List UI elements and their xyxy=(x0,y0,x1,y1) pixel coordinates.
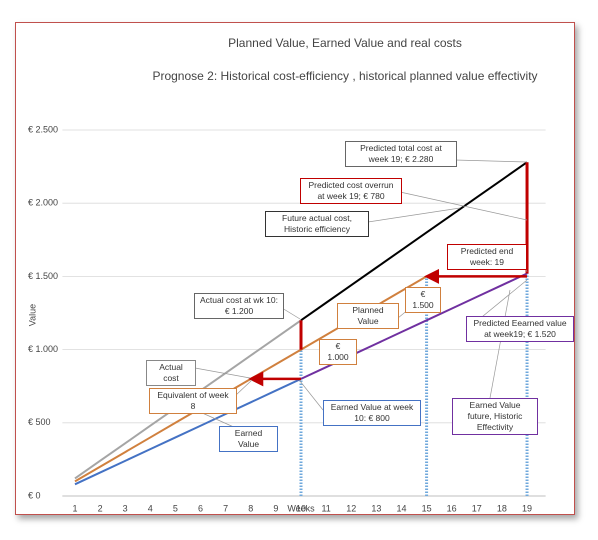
x-tick-label: 19 xyxy=(522,503,532,513)
x-tick-label: 7 xyxy=(223,503,228,513)
leader-line xyxy=(235,379,253,396)
x-tick-label: 1 xyxy=(72,503,77,513)
leader-line xyxy=(489,289,511,399)
callout: Actual cost at wk 10: € 1.200 xyxy=(194,293,284,319)
x-tick-label: 18 xyxy=(497,503,507,513)
leader-line xyxy=(399,191,528,221)
callout: Earned Value at week 10: € 800 xyxy=(323,400,421,426)
y-tick-label: € 1.000 xyxy=(28,344,58,354)
y-tick-label: € 2.000 xyxy=(28,198,58,208)
callout: Predicted cost overrun at week 19; € 780 xyxy=(300,178,402,204)
y-tick-label: € 0 xyxy=(28,490,41,500)
series-line xyxy=(74,377,302,486)
legend-callout: Planned Value xyxy=(337,303,399,329)
callout: Predicted Eearned value at week19; € 1.5… xyxy=(466,316,574,342)
leader-line xyxy=(454,159,528,163)
x-tick-label: 14 xyxy=(396,503,406,513)
y-tick-label: € 1.500 xyxy=(28,271,58,281)
y-tick-label: € 2.500 xyxy=(28,124,58,134)
x-tick-label: 15 xyxy=(422,503,432,513)
x-tick-label: 16 xyxy=(447,503,457,513)
y-axis-label: Value xyxy=(27,304,37,326)
chart-subtitle: Prognose 2: Historical cost-efficiency ,… xyxy=(152,69,538,83)
x-tick-label: 17 xyxy=(472,503,482,513)
x-tick-label: 9 xyxy=(273,503,278,513)
legend-callout: Earned Value xyxy=(219,426,278,452)
x-tick-label: 5 xyxy=(173,503,178,513)
y-tick-label: € 500 xyxy=(28,417,51,427)
series-line xyxy=(300,161,528,322)
callout: € 1.000 xyxy=(319,339,357,365)
x-tick-label: 6 xyxy=(198,503,203,513)
leader-line xyxy=(194,367,251,379)
x-tick-label: 13 xyxy=(371,503,381,513)
callout: Predicted total cost at week 19; € 2.280 xyxy=(345,141,457,167)
x-tick-label: 3 xyxy=(123,503,128,513)
callout: Predicted end week: 19 xyxy=(447,244,527,270)
legend-callout: Actual cost xyxy=(146,360,196,386)
callout: Equivalent of week 8 xyxy=(149,388,237,414)
chart-title: Planned Value, Earned Value and real cos… xyxy=(228,36,462,50)
x-tick-label: 11 xyxy=(321,503,330,513)
x-axis-label: Weeks xyxy=(287,503,315,513)
x-tick-label: 10 xyxy=(296,503,306,513)
leader-line xyxy=(281,307,301,320)
x-tick-label: 12 xyxy=(346,503,356,513)
callout: Earned Value future, Historic Effectivit… xyxy=(452,398,538,435)
x-tick-label: 2 xyxy=(98,503,103,513)
x-tick-label: 8 xyxy=(248,503,253,513)
leader-line xyxy=(299,380,324,411)
callout: € 1.500 xyxy=(405,287,441,313)
x-tick-label: 4 xyxy=(148,503,153,513)
callout: Future actual cost, Historic efficiency xyxy=(265,211,369,237)
leader-line xyxy=(367,207,461,223)
